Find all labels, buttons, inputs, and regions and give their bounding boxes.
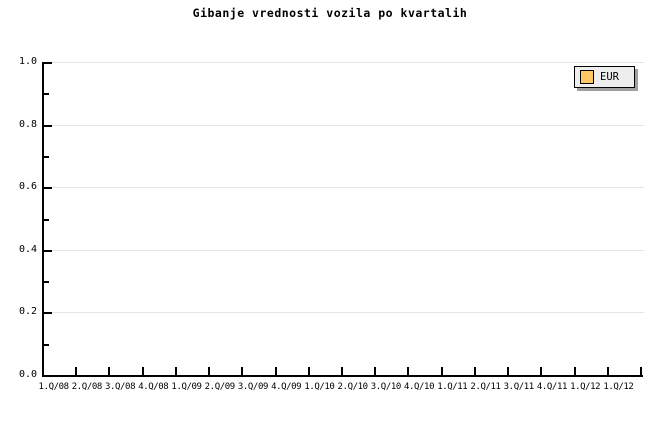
x-major-tick [606, 367, 609, 375]
y-gridline [43, 124, 644, 126]
y-gridline [43, 187, 644, 189]
legend: EUR [574, 66, 635, 88]
x-tick-label: 2.Q/11 [470, 382, 501, 392]
y-axis-line [42, 62, 44, 377]
y-gridline [43, 62, 644, 63]
x-tick-label: 3.Q/08 [104, 382, 136, 392]
x-major-tick [573, 367, 576, 375]
x-tick-label: 3.Q/11 [503, 382, 535, 392]
y-major-tick [44, 312, 52, 315]
x-tick-label: 2.Q/08 [71, 382, 103, 392]
y-tick-label: 0.2 [18, 306, 37, 318]
x-tick-label: 1.Q/11 [437, 382, 468, 392]
x-tick-label: 4.Q/08 [138, 382, 169, 392]
y-gridline [43, 249, 644, 251]
x-major-tick [507, 367, 510, 375]
x-major-tick [407, 367, 410, 375]
x-major-tick [341, 367, 343, 375]
chart-title: Gibanje vrednosti vozila po kvartalih [192, 6, 468, 20]
y-major-tick [44, 62, 52, 64]
x-tick-label: 1.Q/12 [603, 382, 634, 392]
x-tick-label: 4.Q/10 [403, 382, 435, 392]
legend-label-eur: EUR [600, 71, 619, 83]
x-major-tick [241, 367, 244, 375]
x-major-tick [174, 367, 177, 375]
y-minor-tick [44, 155, 49, 158]
x-major-tick [374, 367, 377, 375]
x-tick-label: 2.Q/09 [204, 382, 236, 392]
x-tick-label: 1.Q/09 [171, 382, 202, 392]
x-tick-label: 4.Q/09 [271, 382, 302, 392]
x-axis-line [42, 375, 643, 377]
x-tick-label: 3.Q/09 [237, 382, 269, 392]
y-major-tick [44, 249, 52, 252]
x-major-tick [75, 367, 78, 375]
y-tick-label: 0.0 [18, 369, 37, 380]
x-tick-label: 1.Q/10 [304, 382, 335, 392]
y-minor-tick [44, 343, 49, 346]
x-major-tick [473, 367, 476, 375]
x-tick-label: 3.Q/10 [370, 382, 402, 392]
x-tick-label: 2.Q/10 [337, 382, 369, 392]
y-tick-label: 0.4 [18, 243, 37, 255]
x-major-tick [108, 367, 111, 375]
y-gridline [43, 312, 644, 314]
legend-swatch-eur [580, 70, 594, 84]
y-tick-label: 0.8 [18, 118, 37, 130]
y-major-tick [44, 187, 52, 190]
y-minor-tick [44, 281, 49, 284]
y-minor-tick [44, 218, 49, 221]
y-tick-label: 1.0 [18, 56, 37, 67]
x-major-tick [307, 367, 310, 375]
x-tick-label: 4.Q/11 [536, 382, 568, 392]
x-major-tick [540, 367, 543, 375]
x-major-tick [141, 367, 144, 375]
x-major-tick [274, 367, 277, 375]
x-major-tick [640, 367, 642, 375]
x-tick-label: 1.Q/12 [570, 382, 601, 392]
y-tick-label: 0.6 [18, 181, 37, 193]
x-tick-label: 1.Q/08 [38, 382, 70, 392]
y-minor-tick [44, 93, 49, 96]
y-major-tick [44, 124, 52, 127]
x-major-tick [208, 367, 211, 375]
x-major-tick [440, 367, 443, 375]
